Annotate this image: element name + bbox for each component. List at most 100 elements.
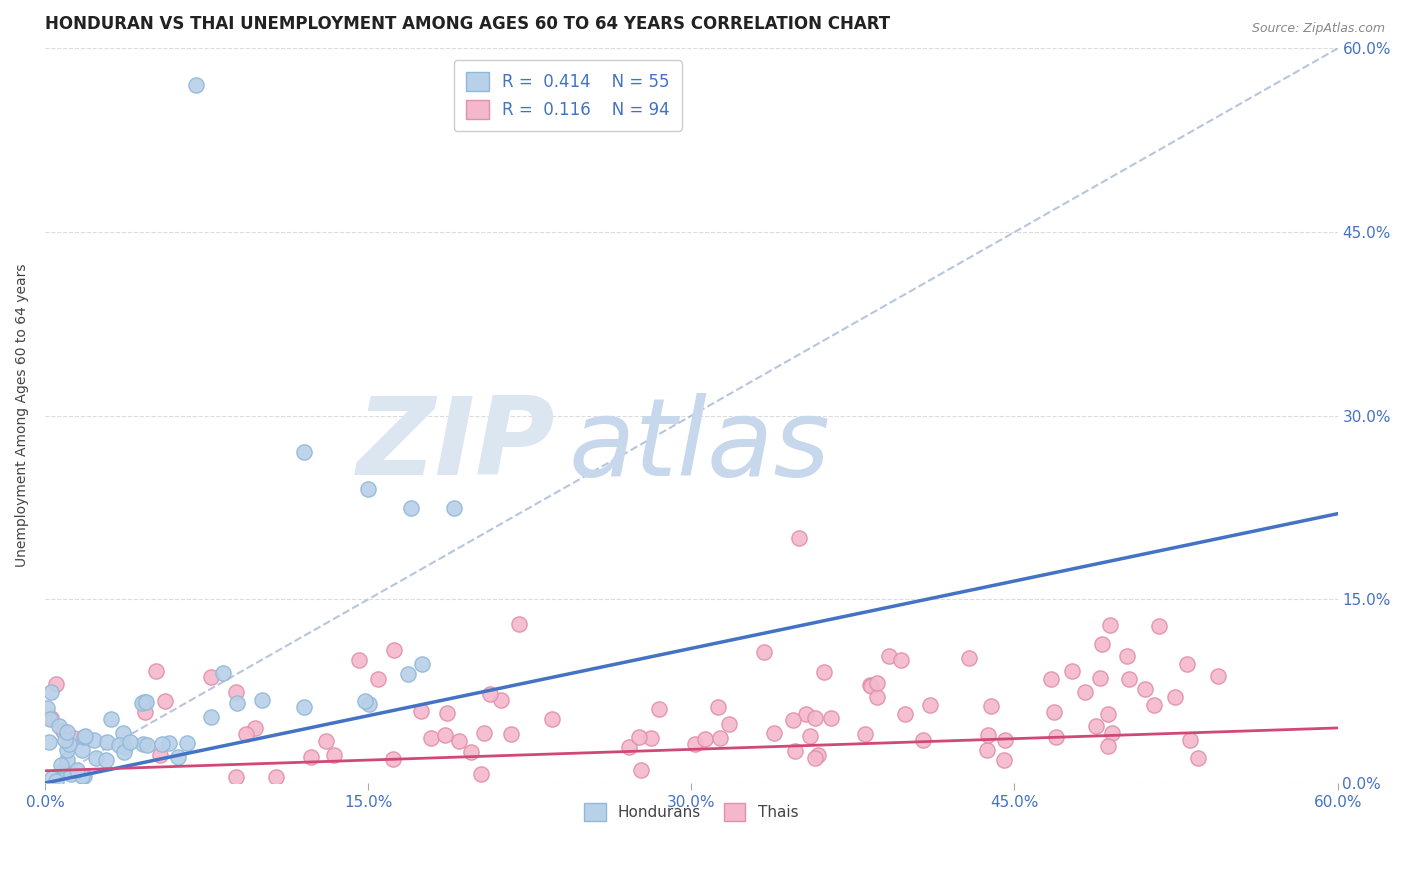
Point: [859, 678, 882, 692]
Point: [1098, 618, 1121, 632]
Point: [75, 729, 97, 743]
Point: [785, 744, 807, 758]
Point: [640, 731, 662, 746]
Point: [1045, 730, 1067, 744]
Point: [225, 685, 247, 699]
Point: [479, 687, 502, 701]
Point: [866, 676, 889, 690]
Point: [135, 695, 157, 709]
Point: [243, 721, 266, 735]
Point: [155, 694, 177, 708]
Point: [1097, 707, 1119, 722]
Point: [1180, 732, 1202, 747]
Point: [107, 739, 129, 753]
Point: [347, 653, 370, 667]
Point: [359, 698, 381, 712]
Point: [41, 684, 63, 698]
Point: [994, 732, 1017, 747]
Point: [1097, 739, 1119, 753]
Point: [56, 742, 79, 756]
Point: [630, 763, 652, 777]
Point: [135, 738, 157, 752]
Point: [508, 616, 530, 631]
Point: [235, 727, 257, 741]
Point: [114, 739, 136, 754]
Point: [381, 752, 404, 766]
Point: [820, 711, 842, 725]
Point: [66, 763, 89, 777]
Point: [200, 670, 222, 684]
Point: [1187, 751, 1209, 765]
Point: [894, 707, 917, 722]
Point: [39, 713, 62, 727]
Point: [648, 701, 671, 715]
Point: [1164, 690, 1187, 704]
Point: [1118, 672, 1140, 686]
Point: [1143, 698, 1166, 712]
Point: [70, 743, 93, 757]
Text: HONDURAN VS THAI UNEMPLOYMENT AMONG AGES 60 TO 64 YEARS CORRELATION CHART: HONDURAN VS THAI UNEMPLOYMENT AMONG AGES…: [45, 15, 890, 33]
Point: [70, 769, 93, 783]
Point: [803, 750, 825, 764]
Point: [993, 753, 1015, 767]
Point: [176, 736, 198, 750]
Point: [419, 731, 441, 745]
Point: [131, 696, 153, 710]
Point: [1085, 718, 1108, 732]
Point: [48, 719, 70, 733]
Point: [323, 748, 346, 763]
Point: [354, 694, 377, 708]
Point: [436, 706, 458, 720]
Point: [762, 725, 785, 739]
Point: [877, 649, 900, 664]
Point: [1088, 671, 1111, 685]
Point: [707, 699, 730, 714]
Point: [1175, 657, 1198, 672]
Point: [1040, 673, 1063, 687]
Point: [134, 705, 156, 719]
Point: [184, 78, 207, 92]
Point: [38, 734, 60, 748]
Point: [45, 677, 67, 691]
Point: [200, 710, 222, 724]
Point: [94, 753, 117, 767]
Point: [58, 737, 80, 751]
Point: [399, 500, 422, 515]
Point: [225, 770, 247, 784]
Point: [434, 728, 457, 742]
Point: [84, 751, 107, 765]
Point: [693, 731, 716, 746]
Legend: Hondurans, Thais: Hondurans, Thais: [578, 797, 804, 827]
Point: [73, 730, 96, 744]
Point: [866, 690, 889, 705]
Point: [977, 728, 1000, 742]
Point: [460, 745, 482, 759]
Point: [813, 665, 835, 680]
Point: [132, 737, 155, 751]
Text: atlas: atlas: [568, 392, 831, 498]
Point: [409, 704, 432, 718]
Point: [396, 666, 419, 681]
Point: [491, 693, 513, 707]
Point: [628, 731, 651, 745]
Point: [683, 737, 706, 751]
Point: [470, 767, 492, 781]
Point: [100, 713, 122, 727]
Point: [1149, 619, 1171, 633]
Point: [41, 771, 63, 785]
Point: [617, 740, 640, 755]
Point: [472, 726, 495, 740]
Point: [1091, 637, 1114, 651]
Point: [292, 445, 315, 459]
Point: [112, 745, 135, 759]
Point: [226, 696, 249, 710]
Point: [1206, 669, 1229, 683]
Point: [250, 693, 273, 707]
Point: [804, 711, 827, 725]
Point: [59, 766, 82, 780]
Point: [1062, 664, 1084, 678]
Point: [957, 651, 980, 665]
Point: [1133, 681, 1156, 696]
Point: [52, 724, 75, 739]
Point: [411, 657, 433, 672]
